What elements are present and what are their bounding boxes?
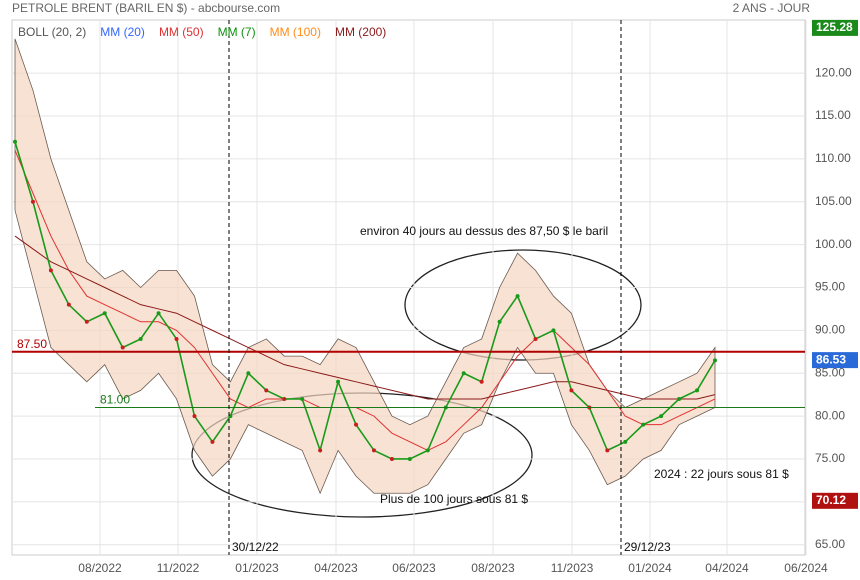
y-tick-label: 115.00 <box>815 108 851 122</box>
price-point <box>407 456 412 461</box>
price-point <box>605 448 610 453</box>
y-tick-label: 65.00 <box>815 537 845 551</box>
price-point <box>641 422 646 427</box>
level-label: 87.50 <box>17 337 47 351</box>
y-tick-label: 95.00 <box>815 280 845 294</box>
y-tick-label: 90.00 <box>815 323 845 337</box>
price-point <box>425 448 430 453</box>
price-point <box>371 448 376 453</box>
y-tick-label: 110.00 <box>815 151 851 165</box>
price-point <box>336 379 341 384</box>
price-point <box>497 319 502 324</box>
legend-entry: MM (50) <box>159 25 204 39</box>
price-line <box>14 141 716 460</box>
y-tick-label: 105.00 <box>815 194 852 208</box>
x-tick-label: 11/2023 <box>551 561 594 575</box>
annotation: 30/12/22 <box>232 540 279 554</box>
y-tick-label: 85.00 <box>815 365 845 379</box>
price-point <box>695 388 700 393</box>
price-point <box>174 336 179 341</box>
x-tick-label: 01/2023 <box>235 561 279 575</box>
price-tag-label: 70.12 <box>816 493 846 507</box>
price-point <box>515 294 520 299</box>
annotation: 2024 : 22 jours sous 81 $ <box>654 467 789 481</box>
price-point <box>48 268 53 273</box>
price-point <box>461 371 466 376</box>
price-point <box>138 336 143 341</box>
price-point <box>354 422 359 427</box>
x-tick-label: 06/2023 <box>392 561 436 575</box>
price-tag-label: 86.53 <box>816 352 846 366</box>
price-point <box>84 319 89 324</box>
price-point <box>389 456 394 461</box>
annotation: Plus de 100 jours sous 81 $ <box>380 492 528 506</box>
price-point <box>623 439 628 444</box>
price-point <box>533 336 538 341</box>
price-point <box>300 396 305 401</box>
y-tick-label: 75.00 <box>815 451 845 465</box>
price-point <box>659 414 664 419</box>
price-point <box>102 311 107 316</box>
legend-entry: BOLL (20, 2) <box>18 25 86 39</box>
price-tag <box>812 19 858 36</box>
price-point <box>551 328 556 333</box>
price-point <box>569 388 574 393</box>
x-tick-label: 04/2024 <box>705 561 749 575</box>
y-tick-label: 100.00 <box>815 237 852 251</box>
y-tick-label: 120.00 <box>815 65 852 79</box>
price-point <box>30 199 35 204</box>
bollinger-band <box>14 38 716 495</box>
price-point <box>120 345 125 350</box>
price-point <box>192 414 197 419</box>
chart-subtitle: 2 ANS - JOUR <box>733 1 811 15</box>
price-point <box>156 311 161 316</box>
annotation: environ 40 jours au dessus des 87,50 $ l… <box>360 224 608 238</box>
chart-title: PETROLE BRENT (BARIL EN $) - abcbourse.c… <box>12 1 280 15</box>
price-point <box>677 396 682 401</box>
y-tick-label: 80.00 <box>815 408 845 422</box>
price-point <box>713 358 717 363</box>
price-tag-label: 125.28 <box>816 20 853 34</box>
level-label: 81.00 <box>100 393 130 407</box>
price-point <box>282 396 287 401</box>
x-tick-label: 04/2023 <box>314 561 358 575</box>
price-point <box>210 439 215 444</box>
legend-entry: MM (200) <box>335 25 386 39</box>
price-point <box>246 371 251 376</box>
x-tick-label: 08/2023 <box>471 561 515 575</box>
price-point <box>479 379 484 384</box>
price-tag <box>812 492 858 509</box>
x-tick-label: 06/2024 <box>784 561 828 575</box>
x-tick-label: 01/2024 <box>628 561 672 575</box>
x-tick-label: 08/2022 <box>78 561 122 575</box>
legend-entry: MM (7) <box>218 25 256 39</box>
moving-average <box>14 235 716 400</box>
price-point <box>13 139 17 144</box>
moving-average <box>14 150 716 451</box>
annotation: 29/12/23 <box>624 540 671 554</box>
ellipse <box>404 249 642 361</box>
price-point <box>66 302 71 307</box>
legend-entry: MM (100) <box>270 25 321 39</box>
price-point <box>264 388 269 393</box>
x-tick-label: 11/2022 <box>157 561 200 575</box>
price-point <box>318 448 323 453</box>
legend-entry: MM (20) <box>100 25 145 39</box>
price-tag <box>812 352 858 369</box>
